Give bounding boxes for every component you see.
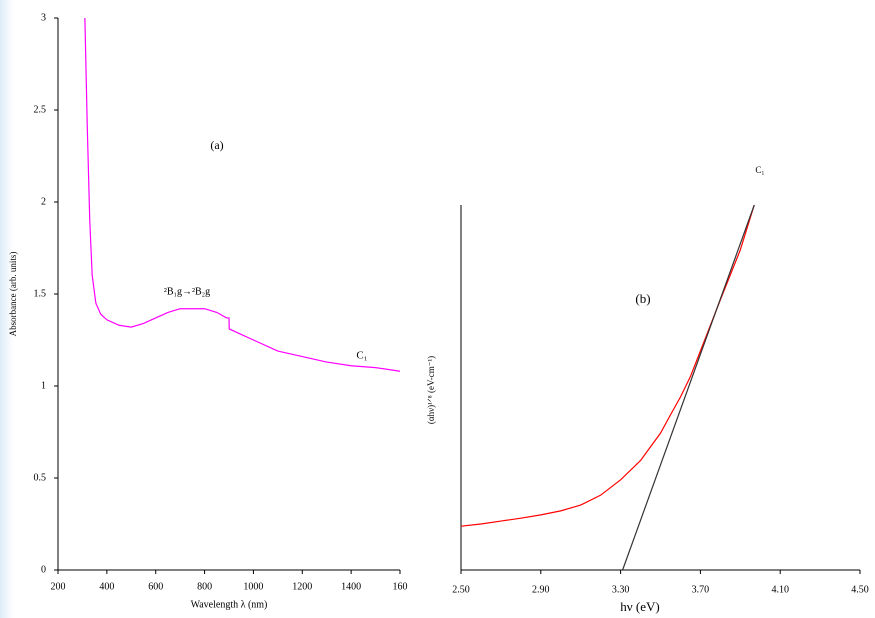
y-axis-label: (αhν)¹ᐟ⁸ (eV-cm⁻¹): [426, 356, 436, 424]
x-tick-label: 3.70: [692, 584, 710, 595]
x-tick-label: 4.10: [771, 584, 789, 595]
x-tick-label: 600: [148, 581, 163, 592]
y-tick-label: 2.5: [34, 104, 47, 115]
y-tick-label: 1.5: [34, 288, 47, 299]
y-tick-label: 0.5: [34, 472, 47, 483]
y-tick-label: 3: [41, 12, 46, 23]
line: [622, 204, 755, 571]
annotation: (a): [210, 138, 223, 152]
x-tick-label: 3.30: [612, 584, 630, 595]
y-axis-label: Absorbance (arb. units): [8, 252, 18, 337]
line: [84, 17, 401, 372]
y-tick-label: 2: [41, 196, 46, 207]
annotation: ²B₁g→²B₂g: [164, 286, 210, 297]
x-tick-label: 1400: [341, 581, 361, 592]
y-tick-label: 0: [41, 564, 46, 575]
line: [460, 204, 755, 527]
x-tick-label: 160: [393, 581, 408, 592]
x-tick-label: 1200: [292, 581, 312, 592]
x-tick-label: 200: [51, 581, 66, 592]
x-tick-label: 400: [99, 581, 114, 592]
annotation: C₁: [356, 350, 367, 362]
x-tick-label: 800: [197, 581, 212, 592]
annotation: C₁: [755, 165, 764, 175]
x-axis-label: Wavelength λ (nm): [191, 599, 268, 610]
x-tick-label: 4.50: [851, 584, 869, 595]
y-tick-label: 1: [41, 380, 46, 391]
x-tick-label: 1000: [243, 581, 263, 592]
x-axis-label: hν (eV): [620, 599, 659, 614]
x-tick-label: 2.50: [452, 584, 470, 595]
x-tick-label: 2.90: [532, 584, 550, 595]
annotation: (b): [635, 291, 650, 306]
